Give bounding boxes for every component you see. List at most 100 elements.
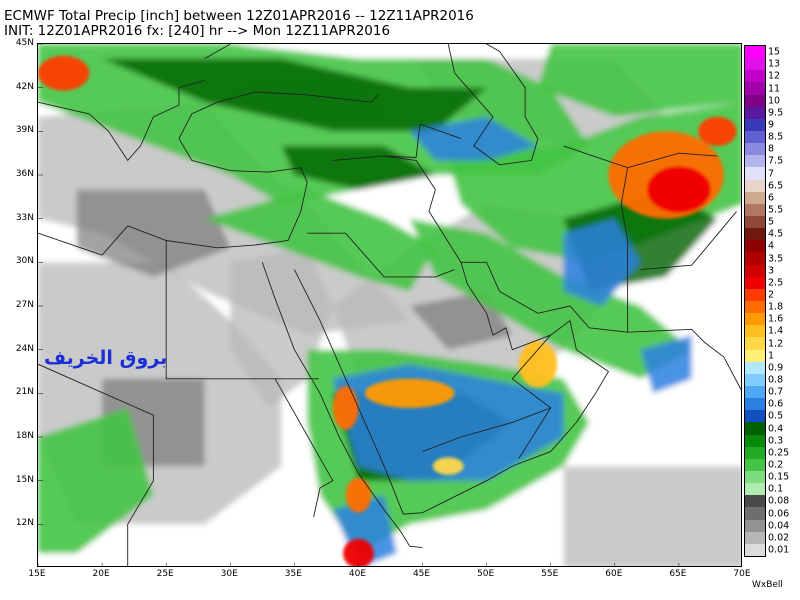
lat-tick-label: 18N — [15, 431, 34, 441]
colorbar-label: 12 — [768, 70, 781, 82]
colorbar-label: 1.2 — [768, 338, 784, 349]
precip-area-heavy — [646, 166, 711, 213]
colorbar-swatch — [745, 276, 765, 290]
colorbar-label: 0.4 — [768, 423, 784, 434]
lon-tick-label: 45E — [412, 569, 431, 579]
lat-tick-label: 24N — [15, 343, 34, 354]
colorbar-swatch — [745, 410, 765, 423]
colorbar-label: 2 — [768, 289, 775, 301]
colorbar-swatch — [745, 155, 765, 168]
colorbar-swatch — [745, 252, 765, 266]
country-border — [204, 44, 231, 59]
colorbar-label: 0.08 — [768, 495, 790, 507]
colorbar-swatch — [745, 118, 765, 132]
country-border — [563, 145, 718, 169]
lat-tick-label: 33N — [15, 212, 34, 223]
colorbar-label: 6 — [768, 192, 775, 204]
country-border — [293, 262, 610, 515]
colorbar-swatch — [745, 495, 765, 508]
colorbar-label: 0.15 — [768, 471, 790, 483]
lon-tick-label: 65E — [669, 569, 687, 579]
lat-tick-label: 21N — [15, 387, 34, 398]
colorbar-label: 0.04 — [768, 520, 790, 532]
colorbar-label: 4 — [768, 240, 775, 252]
country-border — [384, 155, 462, 263]
colorbar-swatch — [745, 58, 765, 71]
colorbar-label: 2.5 — [768, 277, 784, 289]
country-border — [38, 91, 379, 256]
lat-tick-label: 45N — [15, 38, 34, 48]
colorbar-swatch — [745, 288, 765, 302]
country-border — [422, 407, 551, 453]
colorbar-swatch — [745, 191, 765, 205]
colorbar-swatch — [745, 507, 765, 521]
precip-area-green — [409, 218, 692, 379]
colorbar-swatch — [745, 82, 765, 96]
colorbar-swatch — [745, 203, 765, 217]
colorbar-label: 0.5 — [768, 410, 784, 422]
precip-area-heavy — [518, 340, 558, 388]
colorbar-swatch — [745, 179, 765, 193]
colorbar-swatch — [745, 446, 765, 460]
country-border — [640, 211, 737, 271]
precip-area-heavy — [332, 386, 359, 430]
precip-area-blue — [563, 218, 641, 306]
colorbar-label: 11 — [768, 83, 781, 94]
colorbar-swatch — [745, 228, 765, 241]
colorbar-swatch — [745, 434, 765, 448]
country-border — [620, 167, 629, 333]
colorbar-label: 8.5 — [768, 131, 784, 143]
colorbar-label: 1.6 — [768, 313, 784, 325]
colorbar-swatch — [745, 167, 765, 181]
lat-tick-label: 27N — [15, 300, 34, 310]
lon-tick-label: 60E — [605, 569, 623, 579]
lon-tick-label: 70E — [733, 569, 751, 579]
lat-tick-label: 39N — [15, 125, 34, 136]
colorbar-swatch — [745, 131, 765, 144]
colorbar-label: 7 — [768, 168, 775, 179]
colorbar-swatch — [745, 398, 765, 411]
colorbar-swatch — [745, 94, 765, 108]
colorbar-swatch — [745, 264, 765, 278]
lat-tick-label: 12N — [15, 518, 34, 529]
precip-area-gray — [76, 189, 231, 277]
precip-area-heavy — [364, 378, 455, 408]
precip-area-light — [230, 247, 333, 408]
colorbar-swatch — [745, 531, 765, 545]
lon-tick-label: 25E — [156, 569, 174, 579]
colorbar-label: 3.5 — [768, 253, 784, 264]
colorbar-swatch — [745, 458, 765, 472]
lat-tick-label: 42N — [15, 81, 34, 92]
colorbar-label: 0.1 — [768, 483, 784, 495]
colorbar-label: 0.02 — [768, 532, 790, 544]
colorbar-label: 0.25 — [768, 447, 790, 459]
colorbar-swatch — [745, 325, 765, 338]
colorbar-swatch — [745, 70, 765, 83]
colorbar-label: 9 — [768, 119, 775, 131]
colorbar-swatch — [745, 422, 765, 436]
precip-area-green — [38, 407, 154, 554]
country-border — [261, 262, 423, 549]
precip-area-blue — [409, 116, 538, 161]
colorbar-label: 1.4 — [768, 325, 784, 337]
colorbar-label: 0.01 — [768, 544, 790, 556]
colorbar-label: 3 — [768, 265, 775, 277]
colorbar-label: 0.2 — [768, 459, 784, 471]
colorbar-swatch — [745, 337, 765, 351]
colorbar-label: 15 — [768, 46, 781, 58]
precip-area-heavy — [432, 457, 464, 475]
country-border — [461, 261, 741, 391]
colorbar-swatch — [745, 301, 765, 314]
precip-area-heavy — [698, 116, 737, 146]
precip-area-heavy — [345, 477, 372, 513]
colorbar-swatch — [745, 361, 765, 375]
colorbar-label: 0.9 — [768, 362, 784, 374]
colorbar-label: 0.8 — [768, 374, 784, 386]
chart-title-line-1: ECMWF Total Precip [inch] between 12Z01A… — [4, 8, 474, 24]
colorbar-label: 13 — [768, 58, 781, 70]
colorbar-label: 0.7 — [768, 386, 784, 398]
country-border — [274, 378, 334, 518]
precip-area-blue — [640, 335, 692, 394]
precip-area-darkgreen — [102, 58, 487, 132]
lon-tick-label: 35E — [284, 569, 302, 579]
